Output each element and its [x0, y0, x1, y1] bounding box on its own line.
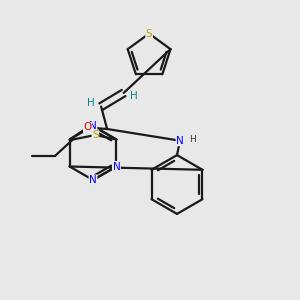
Text: H: H [130, 91, 138, 101]
Text: N: N [89, 121, 97, 131]
Text: S: S [146, 28, 152, 39]
Text: H: H [189, 135, 195, 144]
Text: N: N [112, 161, 120, 172]
Text: N: N [89, 175, 97, 185]
Text: O: O [83, 122, 92, 133]
Text: H: H [87, 98, 94, 109]
Text: N: N [176, 136, 184, 146]
Text: S: S [92, 130, 99, 140]
